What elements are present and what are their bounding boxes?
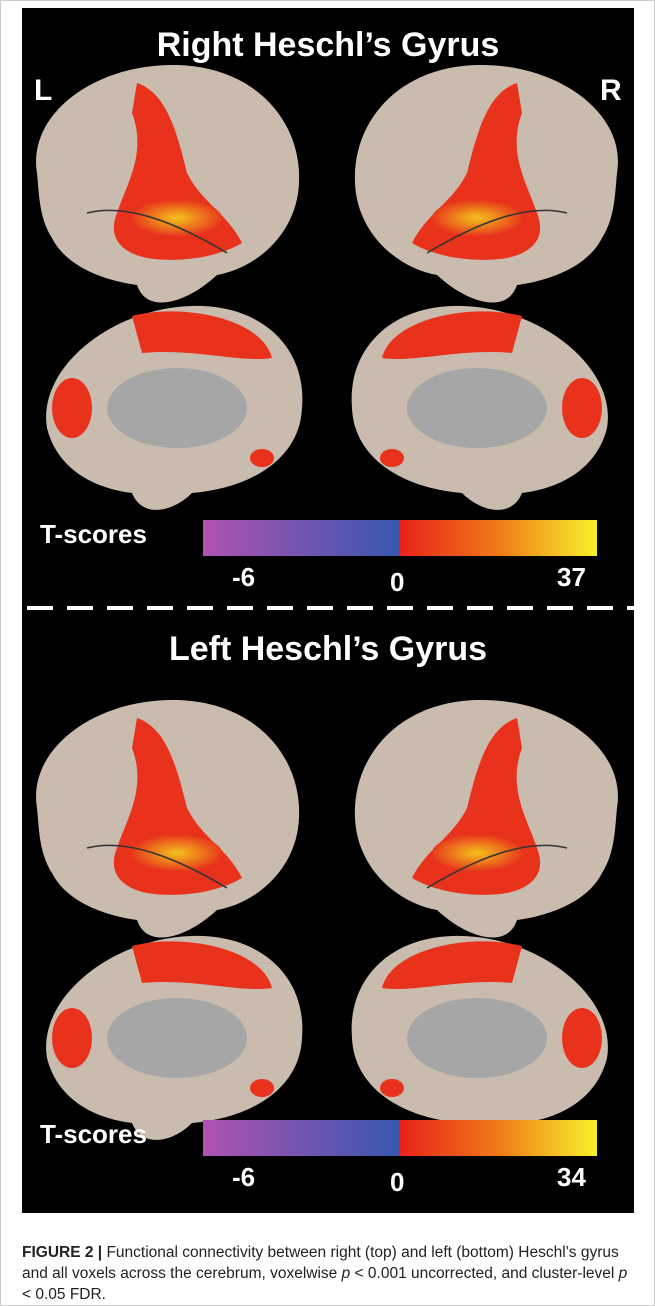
colorbar-max: 34 [557, 1162, 586, 1192]
caption-text: p [341, 1265, 351, 1282]
colorbar-label: T-scores [40, 519, 147, 549]
hemisphere-label: L [34, 74, 52, 107]
figure: Right Heschl’s Gyrus L R T-scores -6 0 3… [22, 8, 634, 1213]
colorbar-min: -6 [232, 1162, 255, 1192]
caption-text: < 0.001 uncorrected, and cluster-level [350, 1265, 619, 1282]
caption: FIGURE 2 | Functional connectivity betwe… [22, 1242, 634, 1305]
colorbar-zero: 0 [390, 567, 404, 597]
caption-text: p [618, 1265, 628, 1282]
caption-label: FIGURE 2 | [22, 1244, 103, 1261]
colorbar-max: 37 [557, 562, 586, 592]
colorbar-zero: 0 [390, 1167, 404, 1197]
hemisphere-label: R [600, 74, 622, 107]
panel-title: Right Heschl’s Gyrus [157, 26, 500, 64]
colorbar [203, 520, 597, 556]
panel-title: Left Heschl’s Gyrus [169, 630, 487, 668]
colorbar-min: -6 [232, 562, 255, 592]
colorbar [203, 1120, 597, 1156]
caption-text: < 0.05 FDR. [22, 1286, 106, 1303]
colorbar-label: T-scores [40, 1119, 147, 1149]
caption-text: Functional connectivity between right (t… [22, 1244, 619, 1282]
